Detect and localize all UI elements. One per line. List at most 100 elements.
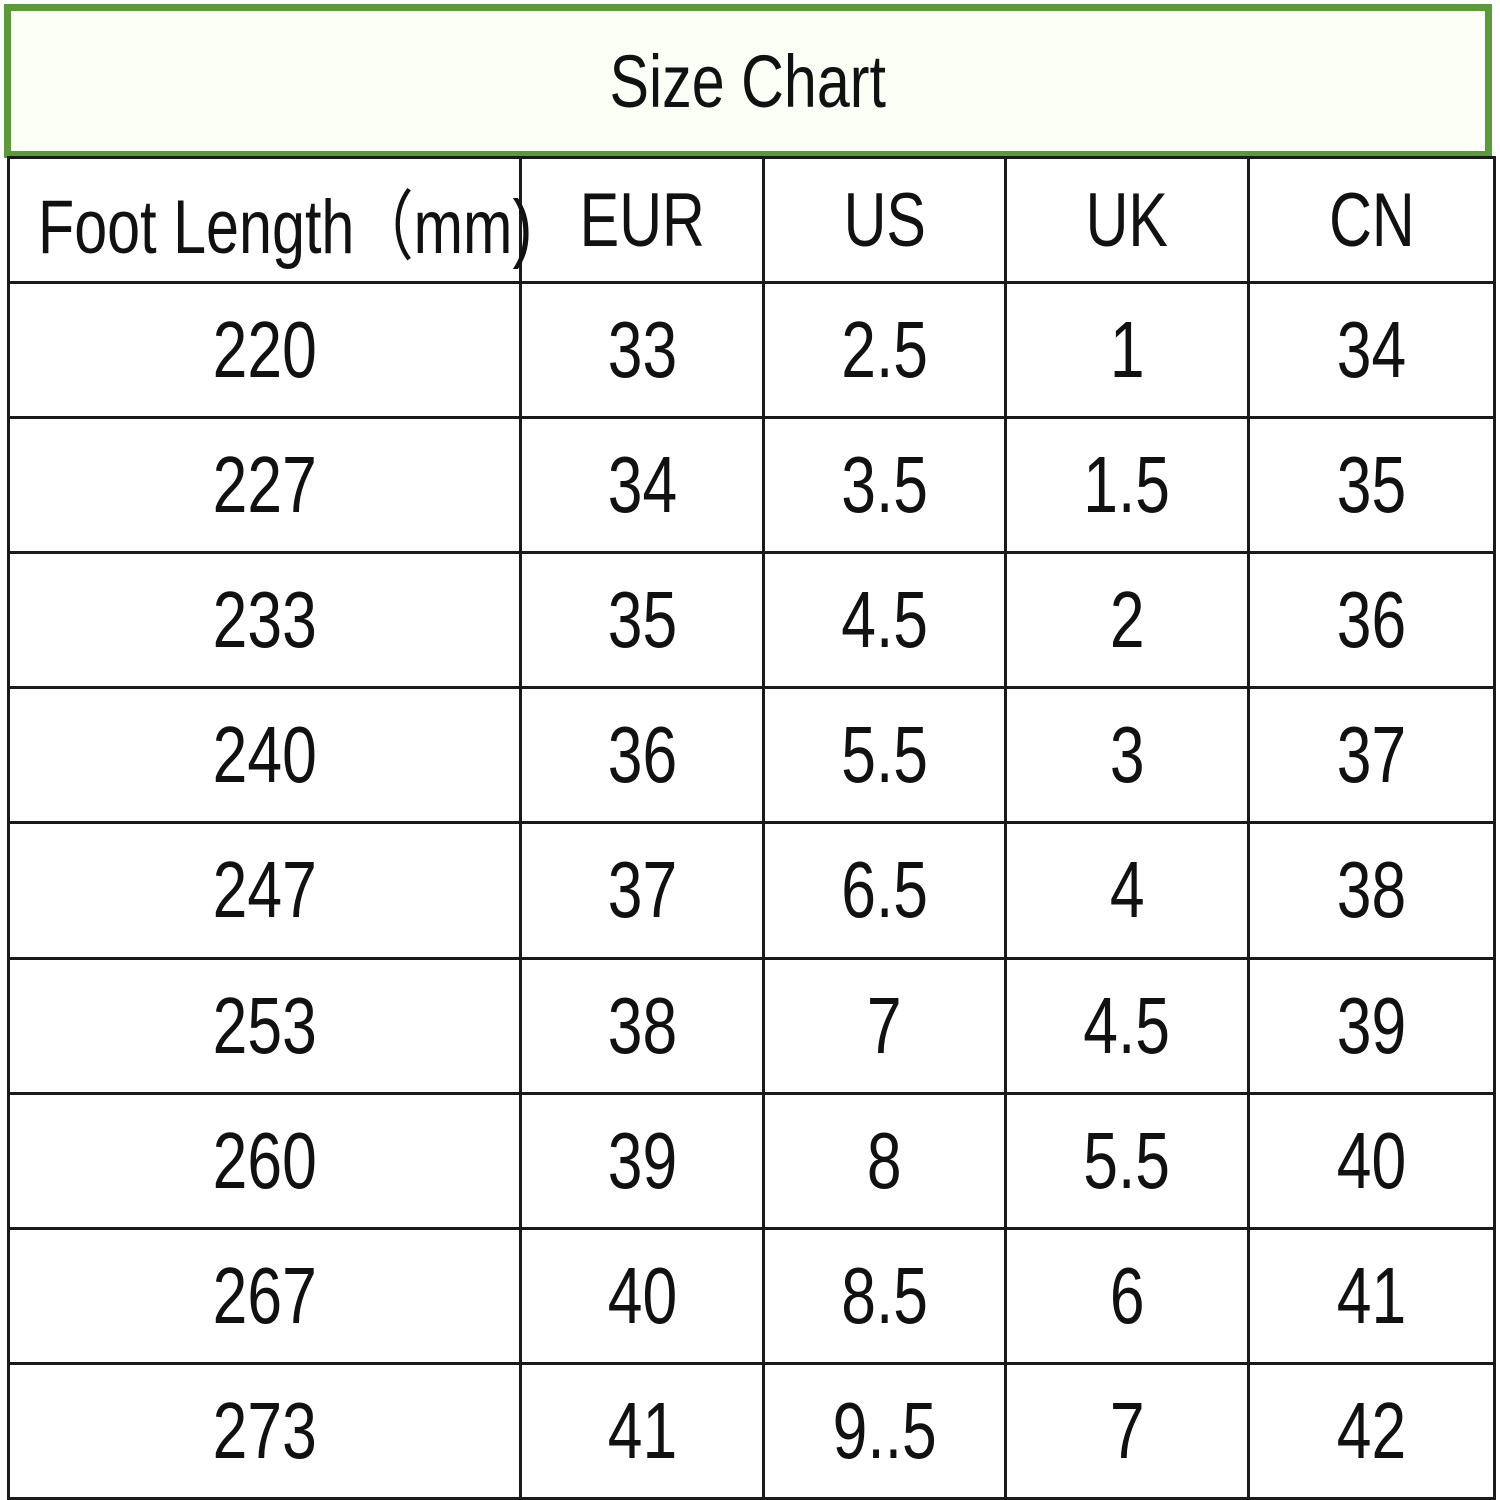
cell-uk: 4 [1004, 821, 1250, 960]
cell-value: 260 [212, 1115, 317, 1205]
cell-foot-length: 220 [7, 280, 522, 420]
header-eur: EUR [519, 156, 765, 284]
table-row: 227 34 3.5 1.5 35 [7, 416, 1496, 555]
header-label: EUR [579, 177, 705, 263]
header-label: Foot Length（mm) [38, 185, 533, 270]
cell-value: 240 [212, 710, 317, 800]
cell-uk: 6 [1004, 1226, 1250, 1365]
table-row: 267 40 8.5 6 41 [7, 1226, 1496, 1365]
cell-foot-length: 240 [7, 686, 522, 825]
cell-value: 247 [212, 845, 317, 935]
cell-uk: 1.5 [1004, 416, 1250, 555]
cell-cn: 40 [1247, 1091, 1496, 1230]
cell-value: 41 [607, 1385, 677, 1475]
cell-eur: 40 [519, 1226, 765, 1365]
cell-uk: 2 [1004, 551, 1250, 690]
cell-value: 2 [1109, 575, 1145, 665]
cell-cn: 35 [1247, 416, 1496, 555]
header-label: CN [1328, 177, 1415, 263]
cell-eur: 35 [519, 551, 765, 690]
cell-value: 40 [607, 1250, 677, 1340]
cell-value: 40 [1336, 1115, 1407, 1205]
cell-cn: 34 [1247, 280, 1496, 420]
size-chart-title-box: Size Chart [4, 4, 1492, 158]
cell-foot-length: 273 [7, 1361, 522, 1500]
cell-value: 7 [867, 980, 902, 1070]
cell-value: 36 [607, 710, 677, 800]
cell-value: 41 [1336, 1250, 1407, 1340]
cell-us: 9..5 [762, 1361, 1007, 1500]
cell-us: 4.5 [762, 551, 1007, 690]
cell-value: 5.5 [1083, 1115, 1171, 1205]
cell-foot-length: 260 [7, 1091, 522, 1230]
cell-value: 273 [212, 1385, 317, 1475]
cell-value: 39 [607, 1115, 677, 1205]
cell-eur: 41 [519, 1361, 765, 1500]
cell-value: 33 [607, 305, 677, 395]
cell-cn: 36 [1247, 551, 1496, 690]
cell-cn: 37 [1247, 686, 1496, 825]
size-chart-table: Foot Length（mm) EUR US UK CN 220 33 2.5 1 34… [7, 156, 1496, 1500]
header-label: US [843, 177, 926, 263]
cell-value: 3 [1109, 710, 1145, 800]
header-cn: CN [1247, 156, 1496, 284]
cell-cn: 39 [1247, 956, 1496, 1095]
cell-eur: 36 [519, 686, 765, 825]
cell-value: 267 [212, 1250, 317, 1340]
cell-foot-length: 247 [7, 821, 522, 960]
cell-value: 233 [212, 575, 317, 665]
table-row: 247 37 6.5 4 38 [7, 821, 1496, 960]
cell-uk: 7 [1004, 1361, 1250, 1500]
cell-value: 38 [607, 980, 677, 1070]
cell-us: 8 [762, 1091, 1007, 1230]
cell-us: 3.5 [762, 416, 1007, 555]
cell-value: 39 [1336, 980, 1407, 1070]
cell-eur: 39 [519, 1091, 765, 1230]
cell-value: 6 [1109, 1250, 1145, 1340]
cell-value: 5.5 [841, 710, 928, 800]
cell-us: 6.5 [762, 821, 1007, 960]
cell-value: 36 [1336, 575, 1407, 665]
cell-value: 35 [607, 575, 677, 665]
cell-cn: 38 [1247, 821, 1496, 960]
cell-value: 8 [867, 1115, 902, 1205]
cell-value: 34 [607, 440, 677, 530]
cell-value: 220 [212, 305, 317, 395]
cell-value: 3.5 [841, 440, 928, 530]
cell-value: 4.5 [841, 575, 928, 665]
cell-us: 7 [762, 956, 1007, 1095]
cell-foot-length: 253 [7, 956, 522, 1095]
header-us: US [762, 156, 1007, 284]
cell-value: 4.5 [1083, 980, 1171, 1070]
cell-value: 35 [1336, 440, 1407, 530]
cell-us: 5.5 [762, 686, 1007, 825]
header-foot-length: Foot Length（mm) [7, 156, 532, 284]
cell-eur: 37 [519, 821, 765, 960]
cell-value: 1.5 [1083, 440, 1171, 530]
cell-value: 6.5 [841, 845, 928, 935]
table-row: 220 33 2.5 1 34 [7, 280, 1496, 420]
cell-value: 37 [607, 845, 677, 935]
cell-value: 9..5 [832, 1385, 937, 1475]
cell-value: 253 [212, 980, 317, 1070]
cell-value: 38 [1336, 845, 1407, 935]
cell-foot-length: 233 [7, 551, 522, 690]
cell-value: 2.5 [841, 305, 928, 395]
header-label: UK [1085, 177, 1169, 263]
cell-us: 2.5 [762, 280, 1007, 420]
cell-eur: 33 [519, 280, 765, 420]
cell-value: 4 [1109, 845, 1145, 935]
table-row: 260 39 8 5.5 40 [7, 1091, 1496, 1230]
table-row: 273 41 9..5 7 42 [7, 1361, 1496, 1500]
page-title: Size Chart [609, 39, 887, 123]
cell-value: 8.5 [841, 1250, 928, 1340]
cell-value: 7 [1109, 1385, 1145, 1475]
cell-uk: 1 [1004, 280, 1250, 420]
cell-value: 227 [212, 440, 317, 530]
header-row: Foot Length（mm) EUR US UK CN [7, 156, 1496, 284]
table-row: 253 38 7 4.5 39 [7, 956, 1496, 1095]
cell-value: 34 [1336, 305, 1407, 395]
cell-cn: 41 [1247, 1226, 1496, 1365]
cell-foot-length: 267 [7, 1226, 522, 1365]
cell-value: 1 [1109, 305, 1145, 395]
